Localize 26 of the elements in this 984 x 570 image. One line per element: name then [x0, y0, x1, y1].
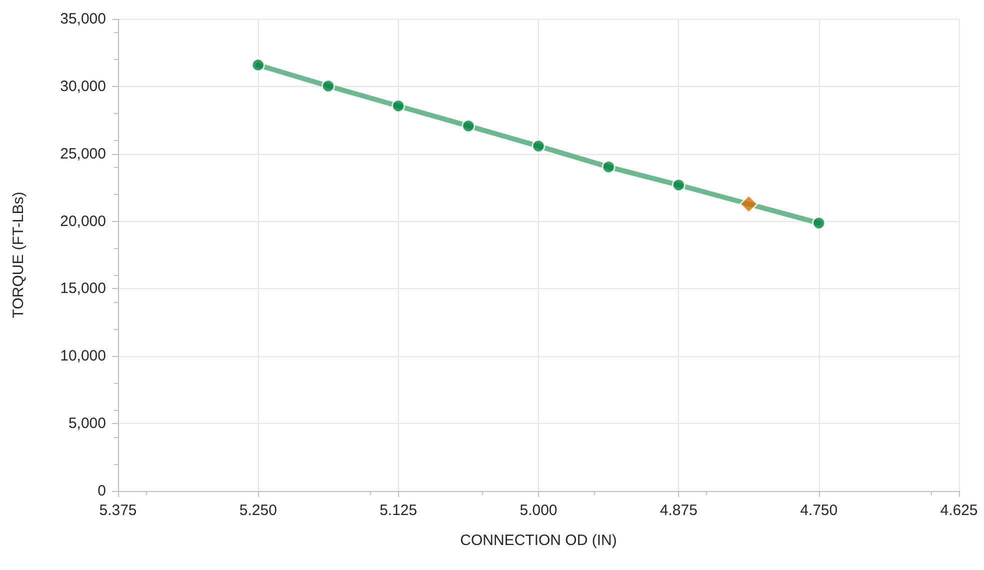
point	[602, 160, 616, 174]
point	[532, 139, 546, 153]
x-tick-label: 4.875	[660, 502, 698, 519]
y-tick-label: 35,000	[60, 10, 106, 28]
y-tick-label: 15,000	[60, 280, 106, 298]
x-tick-label: 4.750	[800, 502, 838, 519]
point	[740, 194, 758, 214]
point	[251, 58, 265, 72]
x-tick-label: 5.125	[380, 502, 418, 519]
x-tick-label: 5.000	[520, 502, 558, 519]
point	[322, 79, 335, 93]
y-tick-label: 5,000	[68, 415, 106, 432]
point	[462, 119, 476, 133]
y-tick-label: 20,000	[60, 212, 106, 230]
y-tick-label: 25,000	[60, 145, 106, 162]
y-tick-label: 30,000	[60, 78, 106, 95]
y-axis-title: TORQUE (FT-LBs)	[10, 192, 27, 318]
point	[672, 178, 686, 192]
x-axis-title: CONNECTION OD (IN)	[460, 532, 617, 549]
y-tick-label: 10,000	[60, 348, 106, 365]
x-tick-label: 4.625	[940, 502, 978, 519]
x-tick-label: 5.375	[99, 502, 137, 519]
point	[812, 216, 826, 230]
point	[392, 99, 406, 113]
y-tick-label: 0	[98, 482, 106, 500]
x-tick-label: 5.250	[239, 502, 277, 519]
